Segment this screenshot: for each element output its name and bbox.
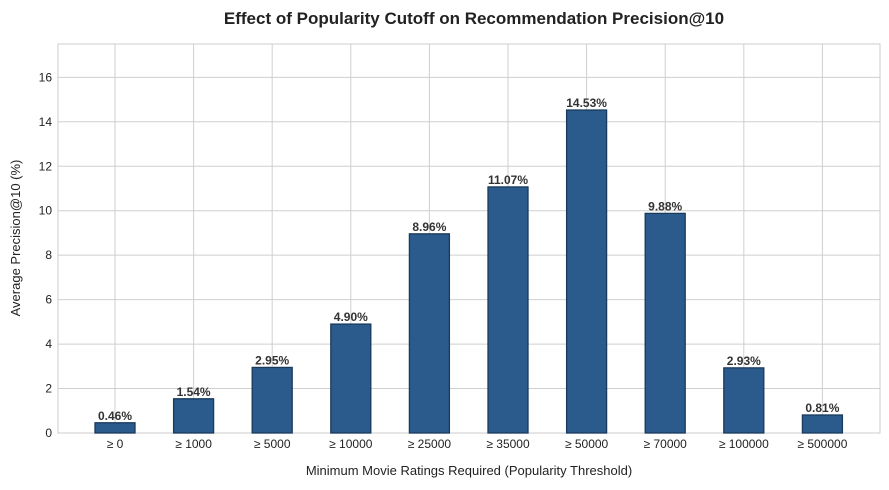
bar — [408, 233, 451, 434]
x-tick-labels: ≥ 0 ≥ 1000 ≥ 5000 ≥ 10000 ≥ 25000 ≥ 35000 ≥ 50… — [107, 437, 848, 451]
bar-value-label: 9.88% — [648, 199, 682, 213]
bar-value-label: 14.53% — [566, 96, 607, 110]
y-tick-label: 12 — [39, 159, 53, 173]
bar — [644, 212, 686, 434]
bar — [330, 323, 372, 434]
bar — [565, 109, 608, 434]
y-tick-label: 8 — [45, 248, 52, 262]
x-tick-label: ≥ 35000 — [486, 437, 530, 451]
x-tick-label: ≥ 500000 — [797, 437, 847, 451]
y-tick-label: 14 — [39, 115, 53, 129]
bar-value-label: 4.90% — [334, 310, 368, 324]
bar — [251, 366, 293, 434]
bar-value-label: 2.93% — [727, 354, 761, 368]
x-tick-label: ≥ 25000 — [408, 437, 452, 451]
x-tick-label: ≥ 50000 — [565, 437, 609, 451]
labels-layer: 0.46% 1.54% 2.95% 4.90% 8.96% 11.07% 14.53% 9.8… — [98, 96, 840, 423]
bar — [723, 367, 765, 434]
x-tick-label: ≥ 1000 — [175, 437, 212, 451]
y-tick-label: 6 — [45, 293, 52, 307]
bar — [801, 414, 844, 434]
bar-value-label: 0.81% — [805, 401, 839, 415]
bar — [172, 398, 215, 434]
y-tick-label: 10 — [39, 204, 53, 218]
x-tick-label: ≥ 100000 — [719, 437, 769, 451]
x-tick-label: ≥ 70000 — [644, 437, 688, 451]
bar-value-label: 1.54% — [177, 385, 211, 399]
bar-value-label: 2.95% — [255, 353, 289, 367]
y-tick-label: 16 — [39, 70, 53, 84]
y-tick-label: 2 — [45, 382, 52, 396]
y-axis-label: Average Precision@10 (%) — [8, 160, 23, 317]
chart-title: Effect of Popularity Cutoff on Recommend… — [224, 9, 724, 28]
bars-layer — [94, 109, 844, 434]
plot-frame — [57, 43, 881, 434]
x-axis-label: Minimum Movie Ratings Required (Populari… — [306, 463, 632, 478]
bar-value-label: 0.46% — [98, 409, 132, 423]
y-tick-label: 0 — [45, 426, 52, 440]
y-tick-labels: 0 2 4 6 8 10 12 14 16 — [39, 70, 53, 440]
x-tick-label: ≥ 5000 — [254, 437, 291, 451]
y-tick-label: 4 — [45, 337, 52, 351]
bar — [487, 186, 529, 434]
x-tick-label: ≥ 0 — [107, 437, 124, 451]
x-tick-label: ≥ 10000 — [329, 437, 373, 451]
bar — [94, 422, 136, 434]
bar-value-label: 8.96% — [412, 220, 446, 234]
bar-value-label: 11.07% — [488, 173, 528, 187]
